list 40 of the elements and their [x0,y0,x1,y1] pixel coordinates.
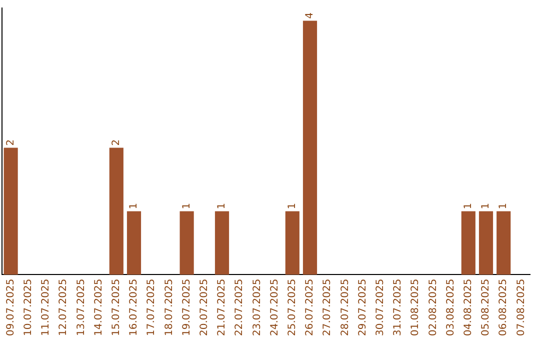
x-tick-label: 07.08.2025 [516,278,527,336]
data-label: 1 [480,202,492,210]
x-tick-label: 23.07.2025 [252,278,263,336]
x-tick-label: 06.08.2025 [498,278,510,336]
x-tick-label: 31.07.2025 [392,278,404,336]
x-tick-label: 13.07.2025 [76,278,87,336]
x-tick-label: 15.07.2025 [110,278,122,336]
x-tick-label: 05.08.2025 [480,278,492,336]
x-tick-label: 19.07.2025 [181,278,192,336]
data-label: 1 [128,202,140,210]
data-label: 1 [286,202,298,210]
x-tick-label: 01.08.2025 [410,278,422,336]
x-tick-label: 26.07.2025 [304,278,316,336]
x-tick-label: 27.07.2025 [322,278,334,336]
x-tick-label: 02.08.2025 [428,278,439,336]
x-tick-label: 25.07.2025 [286,278,298,336]
x-tick-label: 17.07.2025 [146,278,158,336]
x-tick-label: 09.07.2025 [5,278,16,336]
data-label: 1 [462,202,474,210]
data-label: 1 [216,202,228,210]
x-tick-label: 24.07.2025 [269,278,280,336]
x-tick-label: 12.07.2025 [58,278,70,336]
data-label: 2 [5,139,16,146]
x-tick-label: 18.07.2025 [164,278,175,336]
x-tick-label: 10.07.2025 [22,278,34,336]
x-tick-label: 21.07.2025 [216,278,228,336]
x-tick-label: 20.07.2025 [198,278,210,336]
data-label: 4 [304,12,316,19]
data-label: 2 [110,139,122,146]
x-tick-label: 11.07.2025 [40,278,52,336]
x-tick-label: 04.08.2025 [462,278,474,336]
data-label: 1 [181,202,192,210]
x-tick-label: 14.07.2025 [93,278,104,336]
data-label: 1 [498,202,510,210]
x-tick-label: 29.07.2025 [357,278,368,336]
x-tick-label: 03.08.2025 [445,278,456,336]
x-tick-label: 16.07.2025 [128,278,140,336]
x-tick-label: 22.07.2025 [234,278,246,336]
x-tick-label: 28.07.2025 [340,278,351,336]
x-tick-label: 30.07.2025 [374,278,386,336]
